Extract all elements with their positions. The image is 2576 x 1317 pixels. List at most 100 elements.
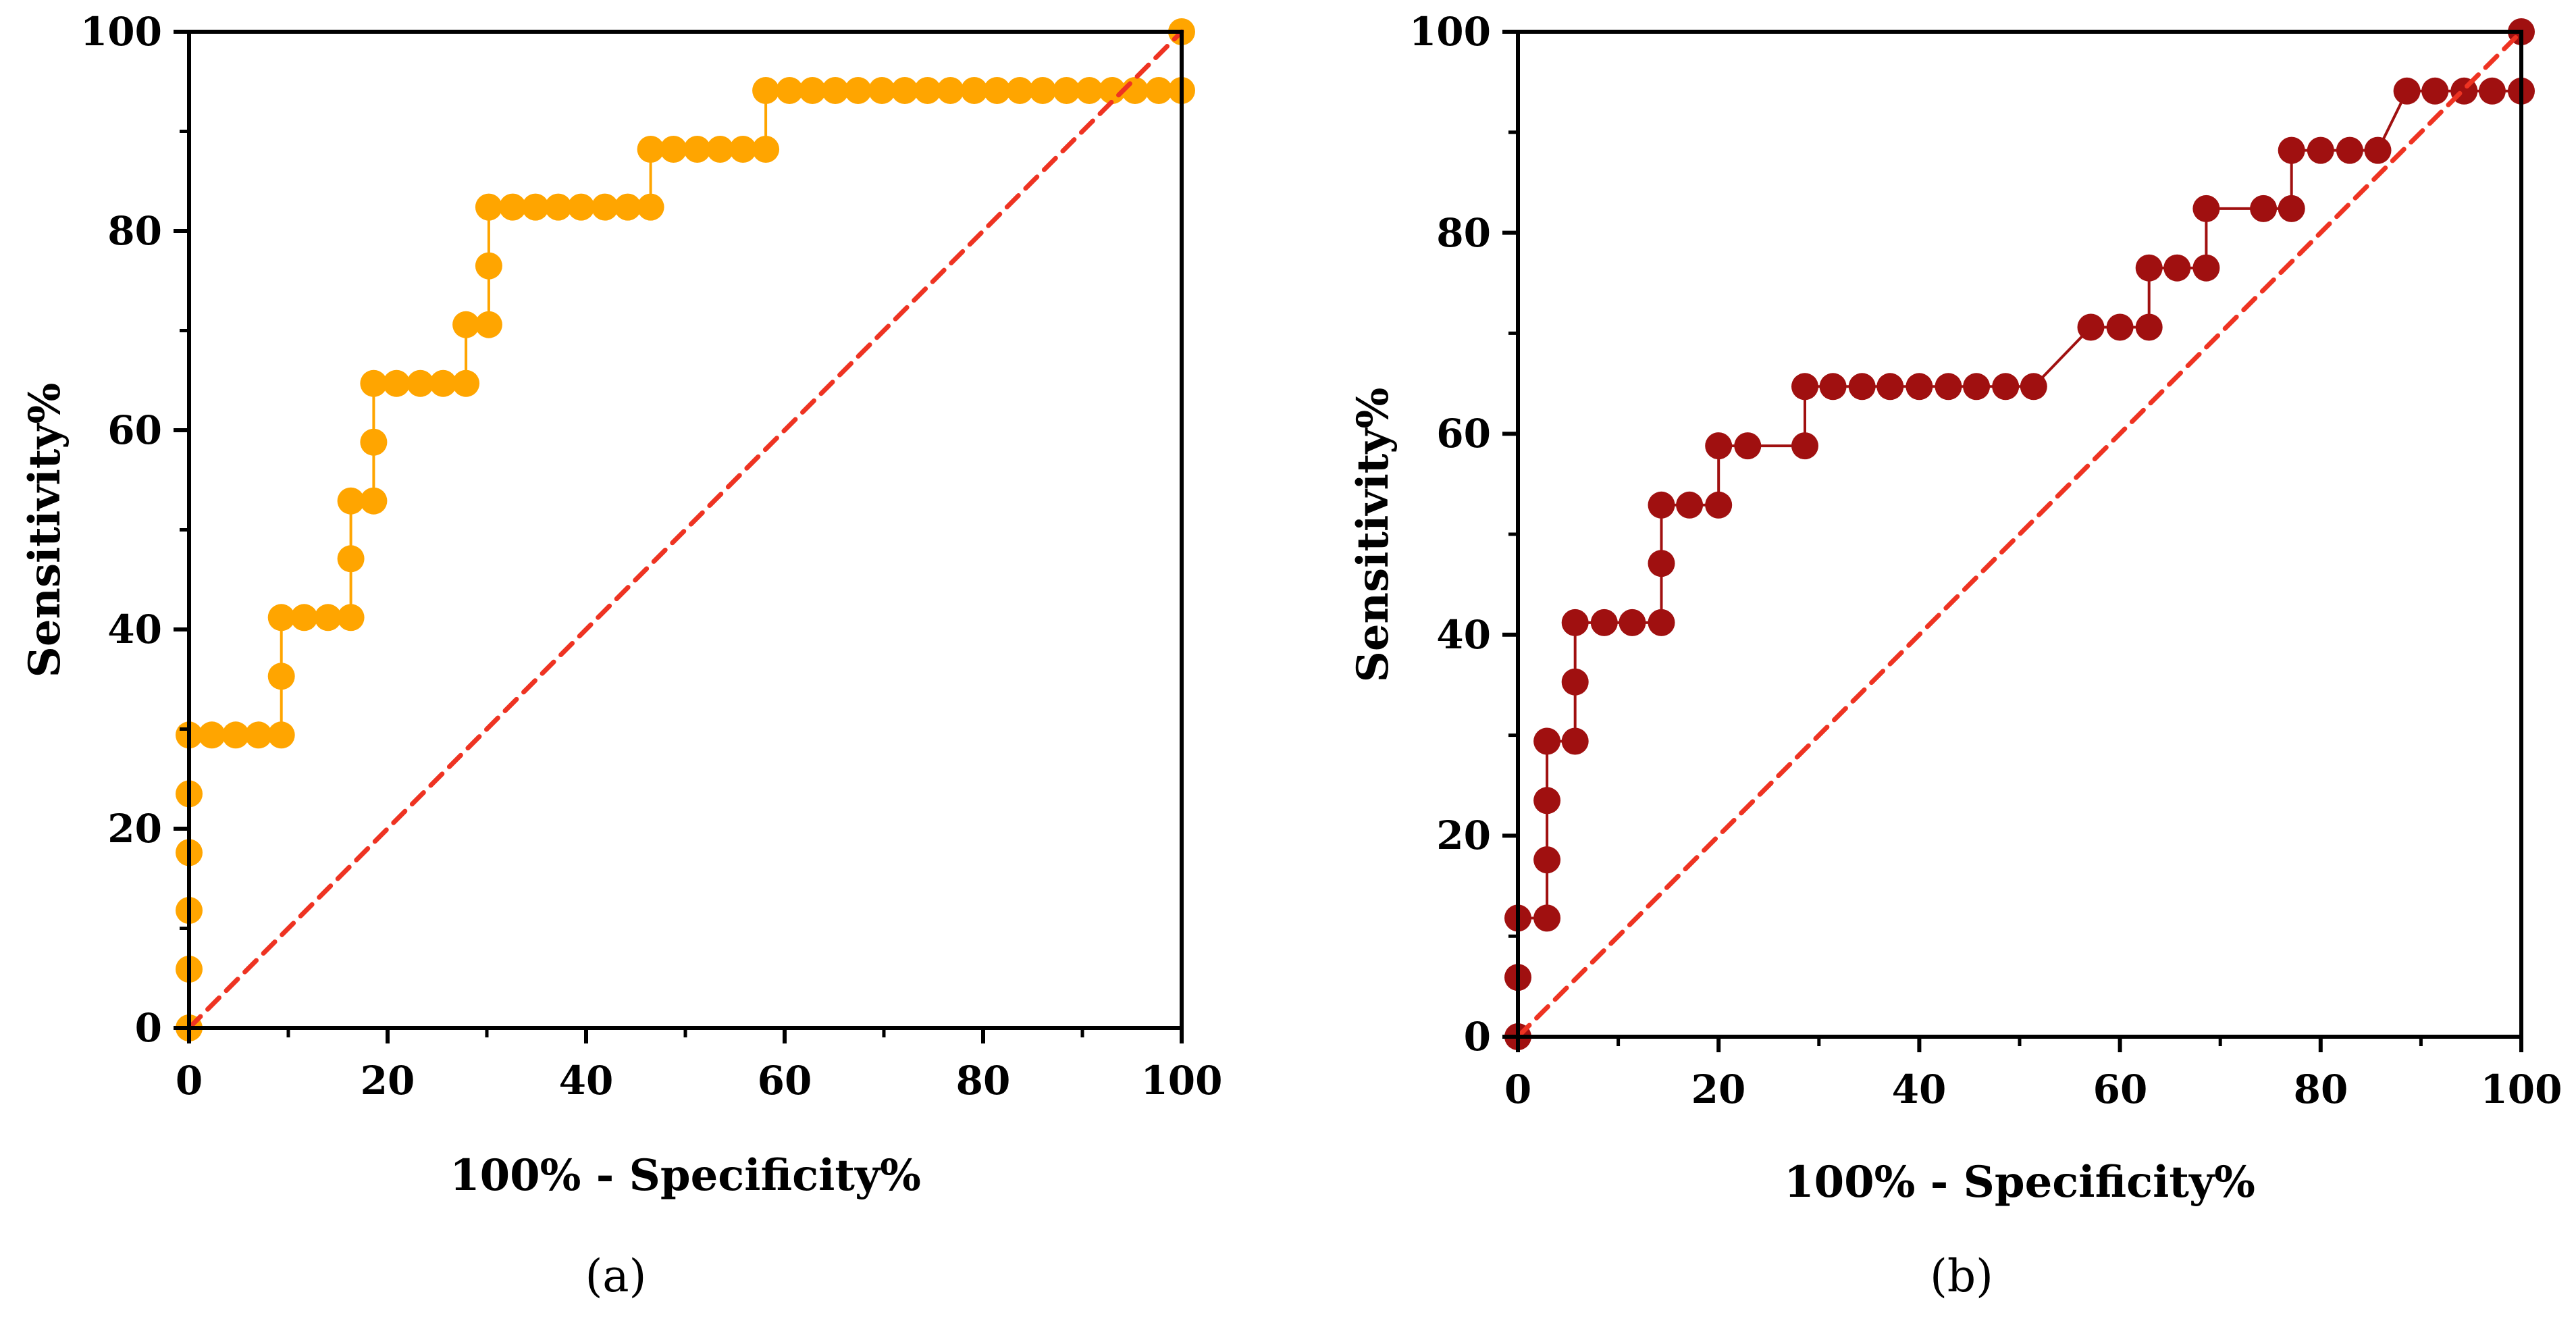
roc-point-a (337, 604, 365, 631)
roc-point-a (406, 369, 434, 397)
roc-point-a (983, 77, 1011, 104)
roc-point-a (637, 136, 664, 163)
roc-point-b (2393, 77, 2421, 105)
roc-point-b (1648, 550, 1675, 577)
roc-point-b (1963, 373, 1991, 401)
roc-point-b (1734, 432, 1762, 460)
roc-point-a (452, 311, 480, 338)
roc-point-a (752, 77, 780, 104)
x-axis-title-a: 100% - Specificity% (450, 1150, 921, 1201)
roc-point-a (429, 369, 457, 397)
roc-point-a (522, 193, 549, 221)
y-tick-label-b: 40 (1436, 612, 1491, 658)
roc-point-b (1791, 432, 1818, 460)
x-tick-label-a: 100 (1140, 1058, 1222, 1104)
roc-point-b (2336, 136, 2363, 164)
roc-chart-a: 0 20 40 60 80 100 0 20 40 60 80 100 100%… (20, 9, 1223, 1302)
roc-point-a (822, 77, 849, 104)
roc-point-b (1992, 373, 2020, 401)
roc-point-b (2421, 77, 2449, 105)
roc-point-a (267, 721, 295, 749)
y-tick-label-a: 80 (107, 208, 162, 254)
roc-point-a (960, 77, 988, 104)
y-axis-title-b: Sensitivity% (1348, 388, 1398, 683)
roc-point-b (1705, 491, 1733, 519)
roc-point-b (1676, 491, 1704, 519)
roc-point-b (1561, 668, 1589, 696)
roc-point-a (267, 604, 295, 631)
x-tick-label-a: 0 (176, 1058, 203, 1104)
roc-point-b (1533, 846, 1561, 874)
roc-point-b (1533, 904, 1561, 932)
y-tick-label-a: 20 (107, 806, 162, 852)
x-tick-label-a: 20 (361, 1058, 415, 1104)
roc-point-a (475, 252, 502, 280)
y-tick-label-b: 60 (1436, 411, 1491, 457)
y-tick-label-a: 60 (107, 407, 162, 453)
roc-point-a (868, 77, 896, 104)
roc-chart-b: 0 20 40 60 80 100 0 20 40 60 80 100 100%… (1348, 9, 2562, 1302)
y-tick-label-b: 80 (1436, 210, 1491, 256)
roc-point-a (799, 77, 826, 104)
roc-point-b (2106, 313, 2134, 341)
roc-point-b (1648, 491, 1675, 519)
roc-point-b (2278, 136, 2305, 164)
roc-point-b (1561, 609, 1589, 636)
y-tick-label-a: 0 (135, 1005, 162, 1051)
roc-point-a (475, 193, 502, 221)
roc-point-a (1029, 77, 1057, 104)
x-tick-label-b: 0 (1504, 1066, 1531, 1112)
roc-point-a (844, 77, 872, 104)
x-tick-label-a: 60 (758, 1058, 812, 1104)
x-tick-label-b: 100 (2480, 1066, 2562, 1112)
roc-point-b (2278, 195, 2305, 222)
roc-point-a (244, 721, 272, 749)
y-tick-label-b: 100 (1409, 9, 1491, 55)
reference-line-a (186, 29, 1184, 1031)
roc-point-a (267, 663, 295, 690)
roc-point-b (2478, 77, 2506, 105)
roc-point-a (360, 369, 388, 397)
x-tick-label-a: 40 (559, 1058, 614, 1104)
roc-point-a (360, 487, 388, 515)
roc-point-b (2364, 136, 2392, 164)
roc-point-a (752, 136, 780, 163)
roc-point-a (452, 369, 480, 397)
roc-point-a (729, 136, 757, 163)
roc-point-b (2192, 195, 2220, 222)
roc-point-a (614, 193, 641, 221)
roc-point-b (1533, 787, 1561, 815)
panel-label-b: (b) (1930, 1250, 1993, 1302)
roc-point-b (1905, 373, 1933, 401)
y-tick-label-b: 20 (1436, 812, 1491, 858)
roc-point-a (637, 193, 664, 221)
roc-point-b (2135, 313, 2163, 341)
plot-area-a (176, 18, 1195, 1041)
panel-label-a: (a) (585, 1250, 647, 1302)
roc-point-b (2192, 254, 2220, 282)
roc-point-a (499, 193, 527, 221)
y-tick-label-a: 100 (80, 9, 162, 55)
roc-point-a (290, 604, 318, 631)
y-tick-label-a: 40 (107, 606, 162, 652)
roc-point-b (2020, 373, 2047, 401)
roc-point-a (1053, 77, 1080, 104)
roc-point-a (660, 136, 687, 163)
roc-point-b (1791, 373, 1818, 401)
reference-line-b (1515, 29, 2524, 1039)
x-tick-label-b: 80 (2294, 1066, 2348, 1112)
roc-point-a (706, 136, 734, 163)
roc-point-a (544, 193, 572, 221)
roc-point-a (914, 77, 941, 104)
roc-point-a (1145, 77, 1173, 104)
roc-point-a (360, 428, 388, 456)
x-axis-title-b: 100% - Specificity% (1784, 1157, 2255, 1208)
roc-point-a (591, 193, 619, 221)
x-tick-label-a: 80 (956, 1058, 1011, 1104)
roc-point-b (2307, 136, 2334, 164)
roc-point-a (567, 193, 595, 221)
roc-point-a (776, 77, 804, 104)
roc-point-b (1848, 373, 1876, 401)
roc-point-b (1561, 727, 1589, 755)
